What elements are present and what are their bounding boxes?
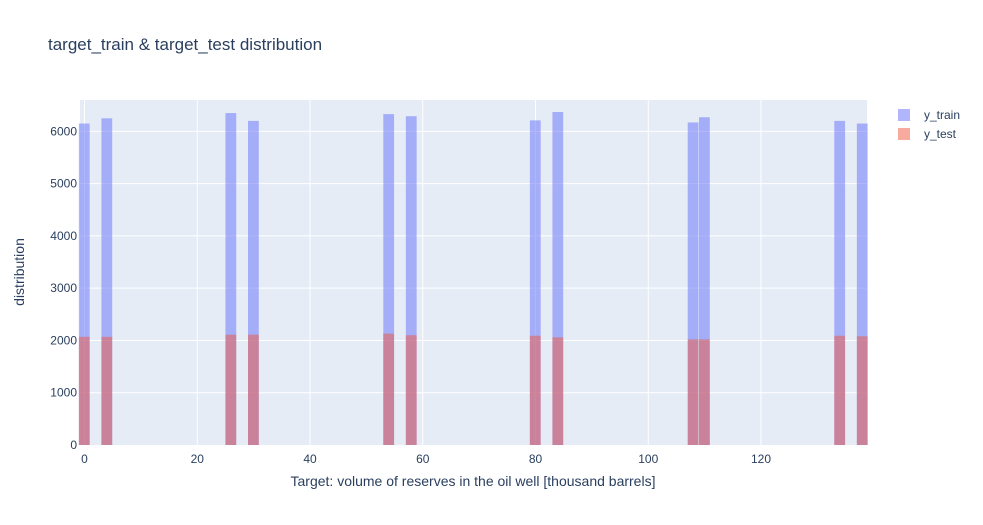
bar-y_train[interactable] — [405, 116, 417, 446]
x-tick-label: 80 — [529, 452, 543, 466]
bar-y_test[interactable] — [834, 335, 846, 445]
bar-y_train[interactable] — [834, 120, 846, 445]
bar-y_train[interactable] — [247, 120, 259, 445]
bar-y_train[interactable] — [101, 118, 113, 445]
bar-y_test[interactable] — [529, 335, 541, 445]
bar-y_test[interactable] — [856, 336, 868, 445]
y-axis-ticks: 0 1000 2000 3000 4000 5000 6000 — [50, 124, 77, 452]
bar-y_train[interactable] — [856, 123, 868, 445]
bar-y_test[interactable] — [383, 333, 395, 445]
x-tick-label: 40 — [303, 452, 317, 466]
bar-y_test[interactable] — [101, 336, 113, 445]
chart-title: target_train & target_test distribution — [48, 35, 322, 54]
bar-y_train[interactable] — [383, 114, 395, 445]
x-axis-label: Target: volume of reserves in the oil we… — [291, 473, 656, 489]
bar-y_train[interactable] — [699, 117, 710, 445]
legend-swatch — [898, 128, 910, 140]
y-tick-label: 1000 — [50, 386, 77, 400]
y-tick-label: 6000 — [50, 124, 77, 138]
x-tick-label: 20 — [191, 452, 205, 466]
x-axis-ticks: 0 20 40 60 80 100 120 — [81, 452, 771, 466]
x-tick-label: 60 — [416, 452, 430, 466]
bars — [78, 112, 868, 446]
y-tick-label: 3000 — [50, 281, 77, 295]
x-tick-label: 120 — [751, 452, 771, 466]
legend-item-y_train[interactable]: y_train — [898, 108, 960, 122]
y-axis-label: distribution — [11, 238, 27, 306]
bar-y_train[interactable] — [529, 120, 541, 446]
x-tick-label: 100 — [638, 452, 658, 466]
bar-y_test[interactable] — [247, 334, 259, 445]
y-tick-label: 5000 — [50, 177, 77, 191]
bar-y_test[interactable] — [405, 335, 417, 445]
y-tick-label: 0 — [70, 438, 77, 452]
bar-y_test[interactable] — [225, 334, 237, 445]
legend-item-y_test[interactable]: y_test — [898, 127, 957, 141]
plot-area — [80, 100, 867, 445]
bar-y_train[interactable] — [78, 123, 90, 445]
bar-y_test[interactable] — [78, 336, 90, 445]
bar-y_train[interactable] — [687, 122, 699, 446]
bar-y_train[interactable] — [225, 113, 237, 446]
legend-label: y_train — [924, 108, 960, 122]
legend[interactable]: y_train y_test — [898, 108, 960, 141]
bar-y_test[interactable] — [552, 337, 564, 445]
x-tick-label: 0 — [81, 452, 88, 466]
bar-y_train[interactable] — [552, 112, 564, 445]
bar-y_test[interactable] — [699, 339, 710, 445]
legend-swatch — [898, 109, 910, 121]
y-tick-label: 2000 — [50, 333, 77, 347]
legend-label: y_test — [924, 127, 957, 141]
bar-y_test[interactable] — [687, 339, 699, 445]
y-tick-label: 4000 — [50, 229, 77, 243]
